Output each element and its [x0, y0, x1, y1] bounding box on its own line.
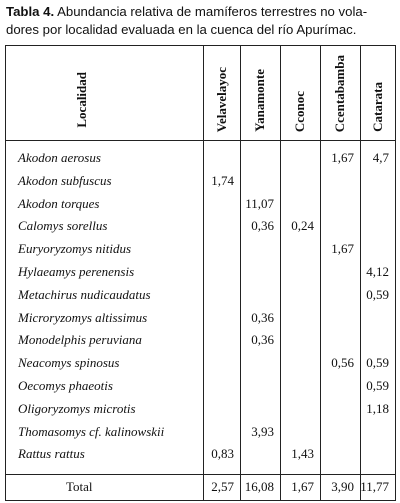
- column-header: Catarata: [369, 82, 385, 132]
- species-name: Rattus rattus: [18, 446, 85, 462]
- total-value: 16,08: [244, 479, 274, 494]
- column-rule: [203, 45, 204, 500]
- header-rule: [5, 140, 395, 141]
- column-rule: [360, 45, 361, 500]
- caption-text: dores por localidad evaluada en la cuenc…: [6, 22, 357, 37]
- abundance-value: 0,59: [366, 355, 389, 371]
- abundance-value: 1,74: [211, 172, 234, 188]
- species-name: Oecomys phaeotis: [18, 378, 113, 393]
- species-name: Euryoryzomys nitidus: [18, 241, 132, 257]
- abundance-value: 0,36: [251, 218, 274, 234]
- column-header: Ccentabamba: [332, 54, 347, 132]
- column-rule: [240, 45, 241, 500]
- abundance-value: 1,67: [331, 241, 354, 257]
- caption-label: Tabla 4.: [6, 4, 55, 19]
- column-header: Yanamonte: [252, 69, 267, 132]
- abundance-value: 3,93: [251, 423, 274, 439]
- species-name: Akodon aerosus: [18, 150, 101, 165]
- abundance-value: 0,59: [366, 286, 389, 302]
- table-border: [5, 500, 396, 501]
- total-value: 11,77: [360, 479, 389, 494]
- column-rule: [5, 45, 6, 500]
- species-name: Calomys sorellus: [18, 218, 108, 234]
- abundance-value: 4,12: [366, 264, 389, 279]
- caption-text: Abundancia relativa de mamíferos terrest…: [57, 4, 368, 19]
- column-rule: [395, 45, 396, 500]
- total-rule: [5, 474, 395, 475]
- species-name: Hylaeamys perenensis: [18, 264, 135, 279]
- abundance-value: 0,59: [366, 378, 389, 393]
- total-value: 1,67: [291, 479, 314, 494]
- column-header: Localidad: [74, 72, 89, 128]
- total-label: Total: [66, 479, 93, 494]
- species-name: Metachirus nudicaudatus: [18, 286, 151, 302]
- table-border: [5, 45, 395, 46]
- abundance-value: 0,36: [251, 309, 274, 325]
- species-name: Monodelphis peruviana: [18, 332, 142, 348]
- abundance-value: 0,56: [331, 355, 354, 371]
- abundance-value: 4,7: [372, 150, 389, 165]
- abundance-value: 0,83: [211, 446, 234, 462]
- species-name: Thomasomys cf. kalinowskii: [18, 423, 165, 439]
- abundance-value: 11,07: [245, 195, 274, 211]
- column-rule: [320, 45, 321, 500]
- species-name: Neacomys spinosus: [18, 355, 120, 371]
- species-name: Oligoryzomys microtis: [18, 400, 136, 416]
- column-rule: [280, 45, 281, 500]
- abundance-value: 0,36: [251, 332, 274, 348]
- total-value: 3,90: [331, 479, 354, 494]
- species-name: Akodon subfuscus: [18, 172, 112, 188]
- species-name: Microryzomys altissimus: [18, 309, 148, 325]
- abundance-value: 1,18: [366, 400, 389, 416]
- species-name: Akodon torques: [18, 195, 100, 211]
- abundance-value: 1,67: [331, 150, 354, 165]
- abundance-value: 1,43: [291, 446, 314, 462]
- column-header: Velavelayoc: [213, 66, 229, 132]
- abundance-value: 0,24: [291, 218, 314, 234]
- caption-line: Tabla 4. Abundancia relativa de mamífero…: [6, 4, 367, 19]
- total-value: 2,57: [211, 479, 234, 494]
- column-header: Cconoc: [292, 90, 307, 132]
